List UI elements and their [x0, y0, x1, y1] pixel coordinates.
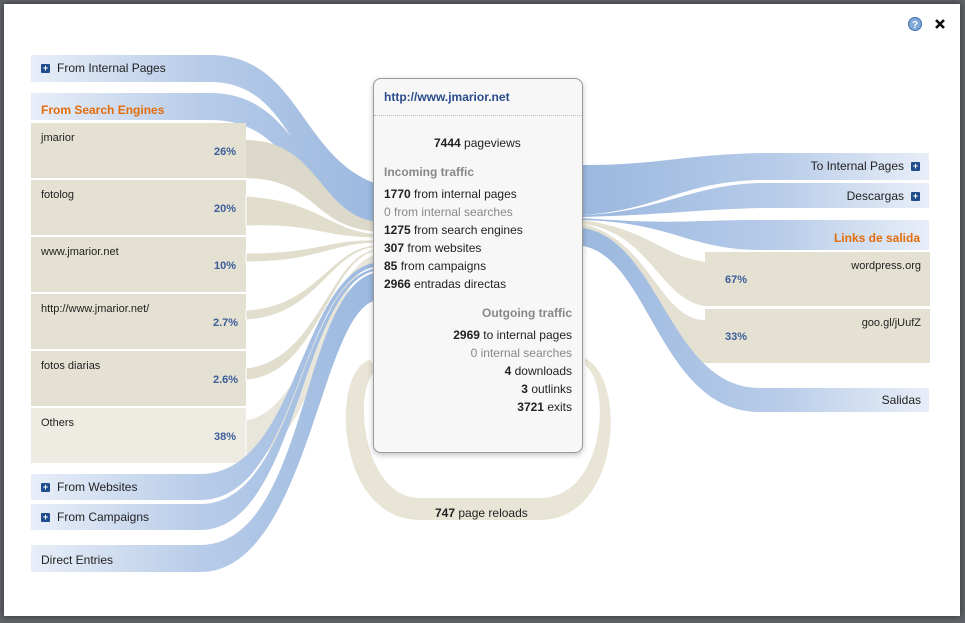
engine-row-bg: [31, 180, 246, 235]
page-url[interactable]: http://www.jmarior.net: [384, 90, 510, 104]
flow-to-internal-pages: [583, 153, 929, 215]
flow-exits: [583, 228, 929, 412]
flow-outlinks-header: [583, 218, 929, 250]
outgoing-header: Outgoing traffic: [482, 306, 572, 320]
expand-icon[interactable]: +: [911, 191, 920, 201]
engine-pct: 38%: [214, 431, 237, 443]
incoming-row: 0 from internal searches: [384, 205, 513, 219]
incoming-row: 1275 from search engines: [384, 223, 523, 237]
expand-icon[interactable]: +: [41, 482, 50, 492]
expand-icon[interactable]: +: [911, 161, 920, 171]
outlinks-header: Links de salida: [833, 231, 920, 245]
svg-text:?: ?: [912, 20, 918, 31]
outgoing-row: 4 downloads: [504, 364, 572, 378]
flow-page-reloads: [345, 358, 611, 520]
engine-pct: 20%: [214, 203, 237, 215]
help-icon[interactable]: ?: [908, 17, 922, 31]
from-internal-pages[interactable]: + From Internal Pages: [41, 61, 166, 75]
search-engines-header: From Search Engines: [41, 103, 165, 117]
engine-label[interactable]: Others: [41, 417, 75, 429]
engine-label[interactable]: fotolog: [41, 189, 75, 201]
pageviews: 7444 pageviews: [434, 136, 521, 150]
direct-entries: Direct Entries: [41, 553, 114, 567]
outgoing-row: 3721 exits: [517, 400, 572, 414]
engine-label[interactable]: www.jmarior.net: [41, 246, 119, 258]
flow-direct-entries: [31, 272, 380, 572]
engine-label[interactable]: http://www.jmarior.net/: [41, 303, 150, 315]
outlink-pct: 67%: [725, 274, 748, 286]
expand-icon[interactable]: +: [41, 63, 50, 73]
engine-row-bg: [31, 123, 246, 178]
outlink-label[interactable]: goo.gl/jUufZ: [861, 317, 921, 329]
engine-row-bg: [31, 351, 246, 406]
exits: Salidas: [881, 393, 921, 407]
engine-row-bg: [31, 294, 246, 349]
engine-row-bg: [31, 408, 246, 463]
from-campaigns[interactable]: + From Campaigns: [41, 510, 150, 524]
page-reloads: 747 page reloads: [435, 506, 528, 520]
engine-row-bg: [31, 237, 246, 292]
incoming-row: 2966 entradas directas: [384, 277, 507, 291]
downloads[interactable]: Descargas +: [846, 189, 920, 203]
engine-pct: 10%: [214, 260, 237, 272]
outgoing-row: 2969 to internal pages: [453, 328, 572, 342]
outlink-pct: 33%: [725, 331, 748, 343]
incoming-row: 1770 from internal pages: [384, 187, 517, 201]
to-internal-pages[interactable]: To Internal Pages +: [810, 159, 920, 173]
incoming-row: 307 from websites: [384, 241, 482, 255]
page-summary-box: http://www.jmarior.net 7444 pageviews In…: [373, 78, 583, 453]
right-flows: [583, 153, 930, 412]
from-websites[interactable]: + From Websites: [41, 480, 138, 494]
engine-pct: 2.6%: [213, 374, 239, 386]
engine-label[interactable]: jmarior: [41, 132, 75, 144]
incoming-row: 85 from campaigns: [384, 259, 487, 273]
close-icon[interactable]: [933, 17, 947, 31]
expand-icon[interactable]: +: [41, 512, 50, 522]
divider: [374, 115, 582, 116]
flow-downloads: [583, 183, 929, 217]
incoming-header: Incoming traffic: [384, 165, 475, 179]
flow-from-websites: [31, 262, 380, 500]
left-flows: [31, 55, 381, 572]
outgoing-row: 0 internal searches: [470, 346, 572, 360]
engine-label[interactable]: fotos diarias: [41, 360, 101, 372]
engine-pct: 26%: [214, 146, 237, 158]
engine-pct: 2.7%: [213, 317, 239, 329]
outlink-label[interactable]: wordpress.org: [851, 260, 921, 272]
outgoing-row: 3 outlinks: [521, 382, 572, 396]
